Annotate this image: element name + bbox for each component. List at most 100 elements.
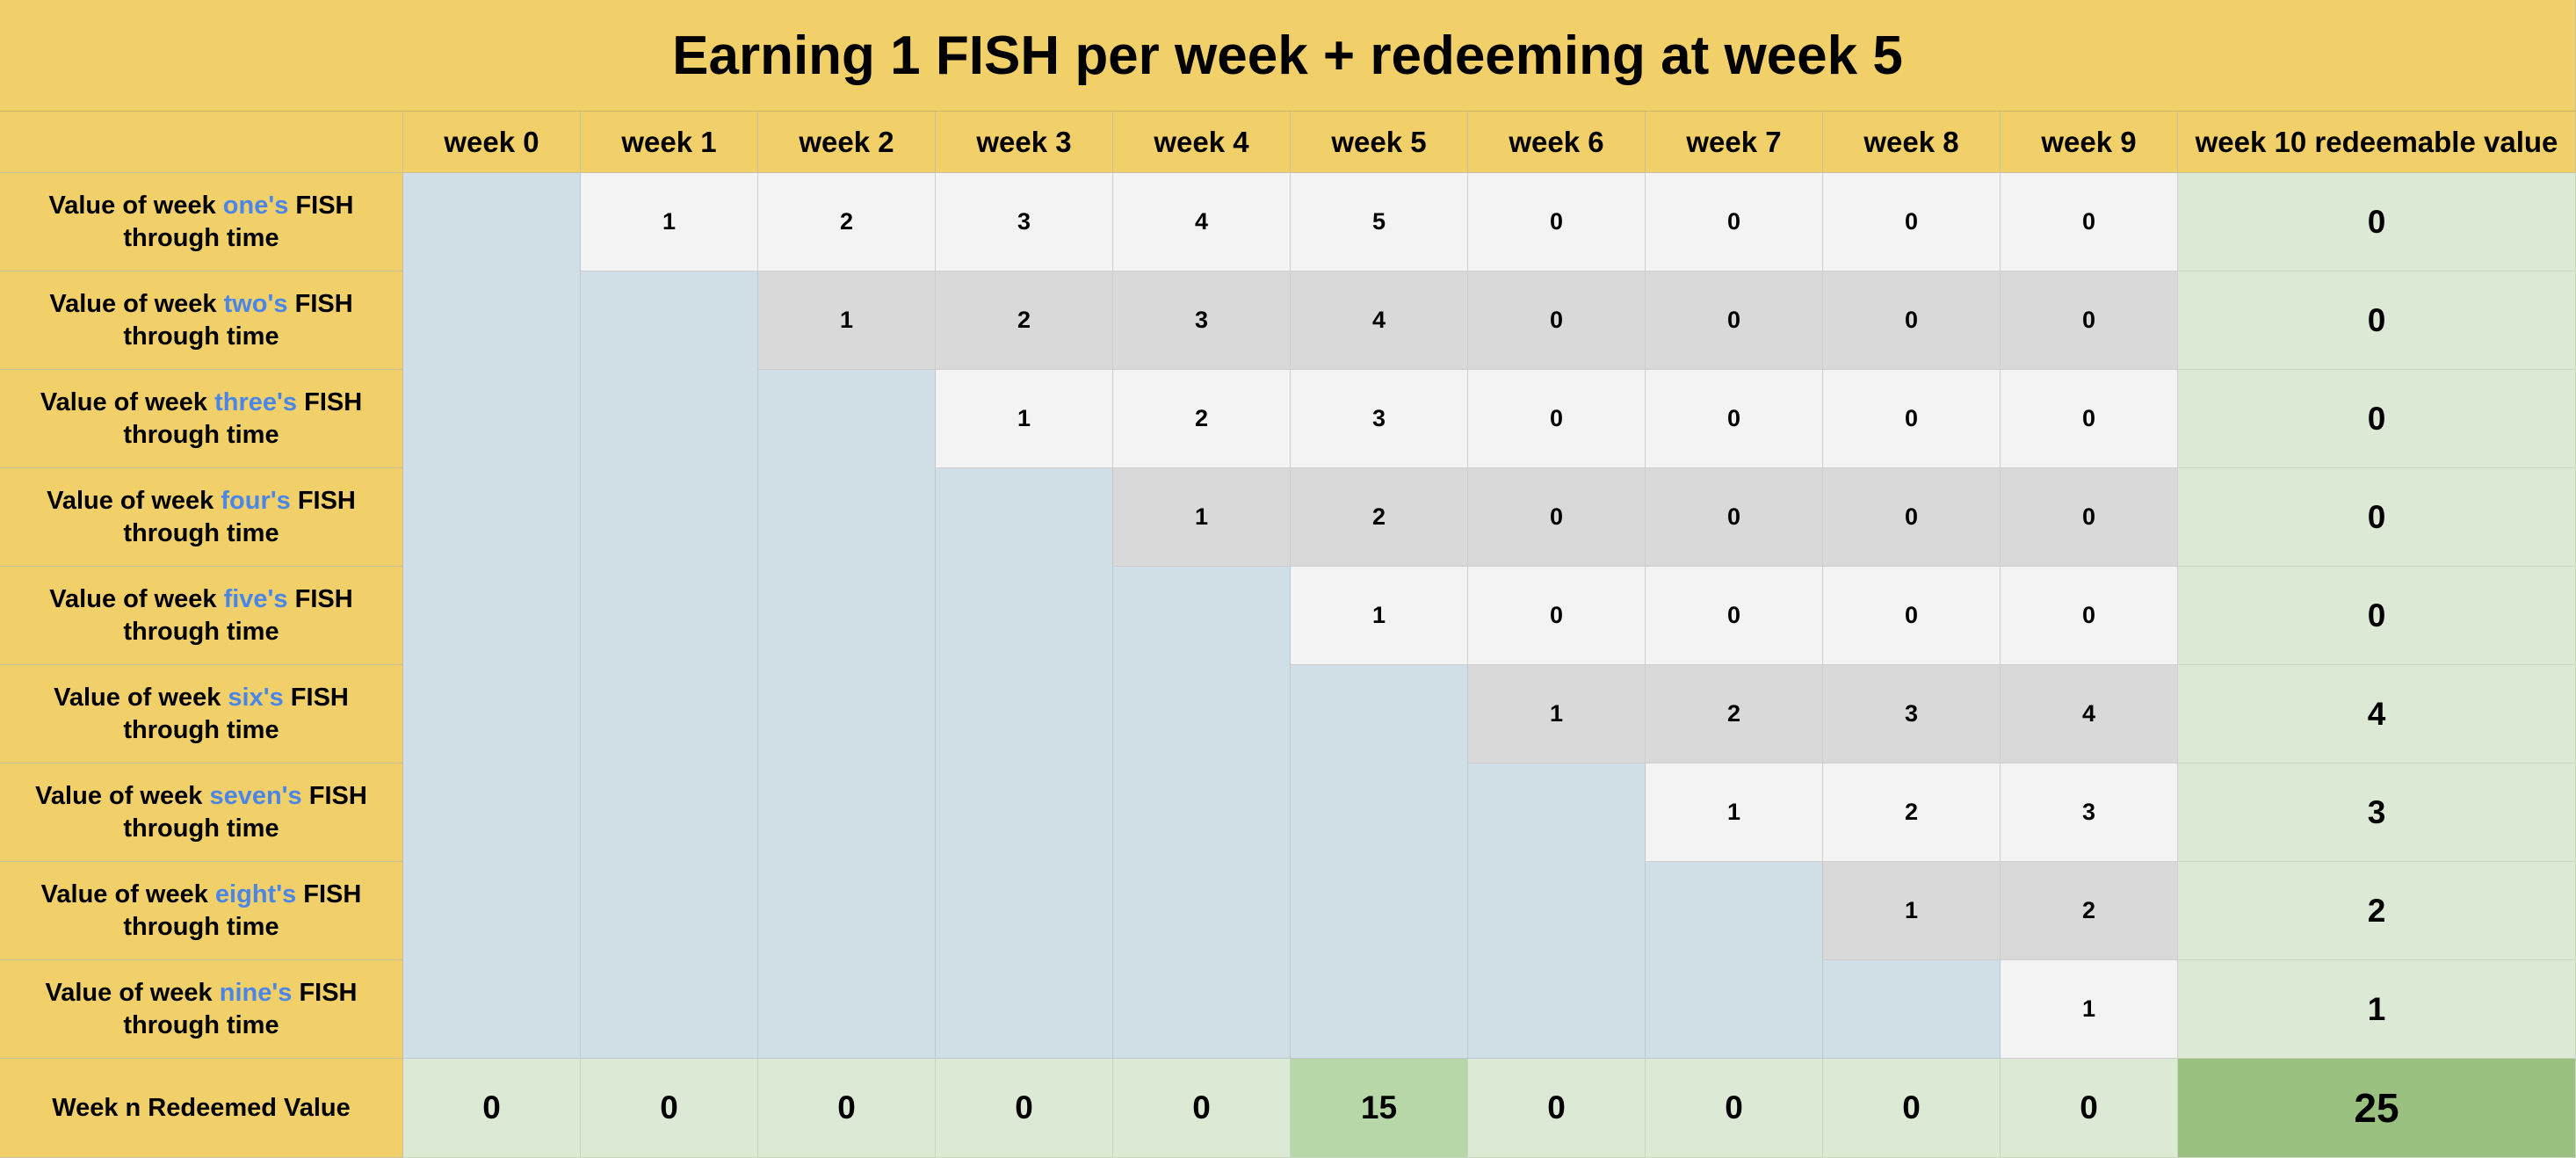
column-header: week 8 (1823, 112, 2001, 173)
row-label-text: Value of week five's FISH through time (49, 584, 353, 646)
column-header: week 0 (403, 112, 581, 173)
value-cell: 2 (1823, 764, 2001, 862)
redeemable-cell: 0 (2178, 271, 2576, 370)
row-label: Value of week one's FISH through time (0, 173, 403, 271)
value-cell: 2 (2001, 862, 2178, 960)
week-ordinal: five's (223, 584, 288, 613)
empty-area (403, 173, 581, 1059)
value-cell: 3 (1823, 665, 2001, 764)
row-label-text: Value of week nine's FISH through time (45, 978, 358, 1039)
redeemable-cell: 0 (2178, 173, 2576, 271)
row-label: Value of week nine's FISH through time (0, 960, 403, 1059)
value-cell: 0 (1646, 567, 1823, 665)
value-cell: 1 (1468, 665, 1646, 764)
redeemable-cell: 1 (2178, 960, 2576, 1059)
value-cell: 2 (758, 173, 936, 271)
value-cell: 0 (1823, 567, 2001, 665)
value-cell: 0 (1823, 370, 2001, 468)
column-header: week 5 (1291, 112, 1468, 173)
value-cell: 3 (1113, 271, 1291, 370)
redeemable-cell: 2 (2178, 862, 2576, 960)
empty-area (1823, 960, 2001, 1059)
row-label-text: Value of week one's FISH through time (48, 191, 354, 252)
column-header: week 4 (1113, 112, 1291, 173)
redeemable-cell: 0 (2178, 468, 2576, 567)
value-cell: 4 (2001, 665, 2178, 764)
row-label-text: Value of week six's FISH through time (54, 683, 349, 744)
value-cell: 0 (1646, 271, 1823, 370)
redeemed-cell: 0 (581, 1059, 758, 1158)
week-ordinal: four's (221, 486, 291, 515)
value-cell: 2 (1646, 665, 1823, 764)
empty-area (758, 370, 936, 1059)
value-cell: 4 (1113, 173, 1291, 271)
column-header: week 2 (758, 112, 936, 173)
value-cell: 3 (936, 173, 1113, 271)
redeemed-cell: 0 (758, 1059, 936, 1158)
value-cell: 0 (1468, 468, 1646, 567)
value-cell: 1 (758, 271, 936, 370)
empty-area (1291, 665, 1468, 1059)
redeemable-cell: 0 (2178, 370, 2576, 468)
week-ordinal: one's (222, 191, 289, 220)
value-cell: 0 (2001, 173, 2178, 271)
week-ordinal: three's (214, 387, 298, 416)
row-label-text: Value of week three's FISH through time (40, 387, 363, 449)
week-ordinal: eight's (214, 879, 297, 908)
redeemed-total: 25 (2178, 1059, 2576, 1158)
value-cell: 0 (1646, 370, 1823, 468)
empty-area (1646, 862, 1823, 1059)
redeemed-label: Week n Redeemed Value (0, 1059, 403, 1158)
redeemed-cell: 0 (2001, 1059, 2178, 1158)
redeemed-cell: 0 (1823, 1059, 2001, 1158)
value-cell: 1 (581, 173, 758, 271)
row-label: Value of week six's FISH through time (0, 665, 403, 764)
row-label: Value of week five's FISH through time (0, 567, 403, 665)
redeemable-cell: 0 (2178, 567, 2576, 665)
value-cell: 2 (1113, 370, 1291, 468)
redeemable-cell: 4 (2178, 665, 2576, 764)
value-cell: 4 (1291, 271, 1468, 370)
value-cell: 0 (1468, 173, 1646, 271)
row-label: Value of week two's FISH through time (0, 271, 403, 370)
value-cell: 0 (1468, 567, 1646, 665)
redeemable-cell: 3 (2178, 764, 2576, 862)
row-label-text: Value of week eight's FISH through time (40, 879, 362, 941)
value-cell: 0 (2001, 468, 2178, 567)
value-cell: 0 (2001, 567, 2178, 665)
value-cell: 0 (1468, 271, 1646, 370)
row-label-text: Value of week seven's FISH through time (35, 781, 367, 843)
empty-area (936, 468, 1113, 1059)
week-ordinal: nine's (219, 978, 293, 1007)
redeemed-cell: 0 (936, 1059, 1113, 1158)
column-header: week 9 (2001, 112, 2178, 173)
value-cell: 0 (1823, 468, 2001, 567)
value-cell: 0 (1823, 173, 2001, 271)
row-label-text: Value of week four's FISH through time (47, 486, 356, 547)
value-cell: 0 (2001, 271, 2178, 370)
value-cell: 0 (1646, 468, 1823, 567)
value-cell: 1 (1646, 764, 1823, 862)
row-label: Value of week eight's FISH through time (0, 862, 403, 960)
week-ordinal: seven's (209, 781, 302, 810)
value-cell: 2 (936, 271, 1113, 370)
redeemed-cell: 0 (403, 1059, 581, 1158)
redeemed-cell: 0 (1646, 1059, 1823, 1158)
column-header: week 7 (1646, 112, 1823, 173)
row-label: Value of week three's FISH through time (0, 370, 403, 468)
value-cell: 5 (1291, 173, 1468, 271)
column-header: week 3 (936, 112, 1113, 173)
row-label: Value of week seven's FISH through time (0, 764, 403, 862)
empty-area (1113, 567, 1291, 1059)
value-cell: 0 (1823, 271, 2001, 370)
value-cell: 0 (2001, 370, 2178, 468)
column-header: week 6 (1468, 112, 1646, 173)
redeemed-cell: 0 (1468, 1059, 1646, 1158)
value-cell: 1 (1823, 862, 2001, 960)
row-label: Value of week four's FISH through time (0, 468, 403, 567)
value-cell: 2 (1291, 468, 1468, 567)
week-ordinal: six's (228, 683, 284, 712)
column-header: week 10 redeemable value (2178, 112, 2576, 173)
week-ordinal: two's (223, 289, 288, 318)
